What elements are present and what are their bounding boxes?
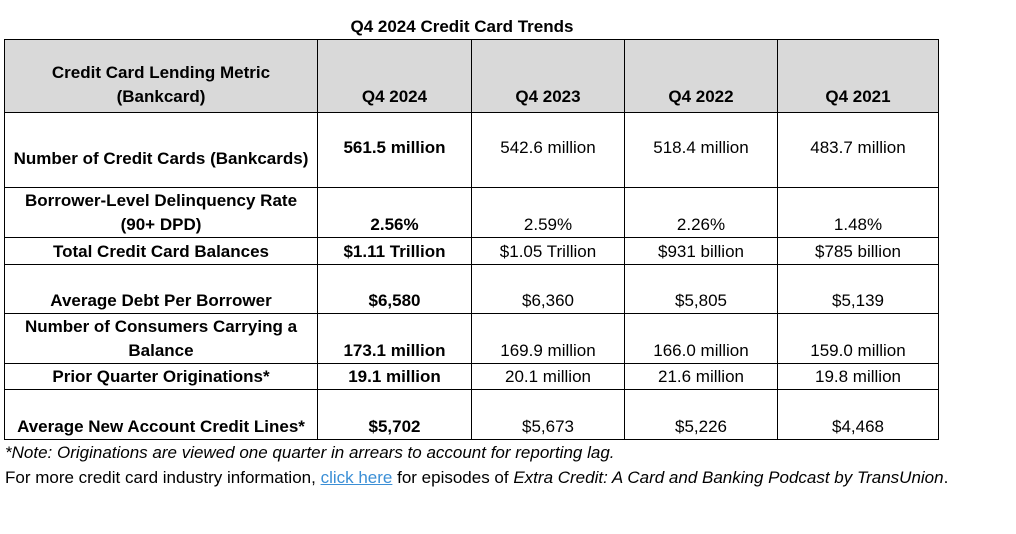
cell-value: 19.1 million — [317, 363, 472, 390]
cell-value: 561.5 million — [317, 112, 472, 188]
cell-value: 483.7 million — [777, 112, 939, 188]
header-metric: Credit Card Lending Metric (Bankcard) — [4, 39, 318, 113]
row-label-total-balances: Total Credit Card Balances — [4, 237, 318, 265]
more-info-middle: for episodes of — [392, 468, 514, 487]
table-header-row: Credit Card Lending Metric (Bankcard) Q4… — [4, 39, 939, 113]
cell-value: 159.0 million — [777, 313, 939, 364]
header-q4-2021: Q4 2021 — [777, 39, 939, 113]
row-label-prior-quarter-originations: Prior Quarter Originations* — [4, 363, 318, 390]
cell-value: 518.4 million — [624, 112, 778, 188]
table-title: Q4 2024 Credit Card Trends — [350, 17, 574, 36]
cell-value: 2.26% — [624, 187, 778, 238]
cell-value: 169.9 million — [471, 313, 625, 364]
cell-value: $5,139 — [777, 264, 939, 314]
row-label-average-debt: Average Debt Per Borrower — [4, 264, 318, 314]
cell-value: $6,580 — [317, 264, 472, 314]
table-row: Number of Consumers Carrying a Balance 1… — [4, 313, 939, 364]
table-row: Average New Account Credit Lines* $5,702… — [4, 389, 939, 440]
podcast-title: Extra Credit: A Card and Banking Podcast… — [513, 468, 944, 487]
cell-value: $1.11 Trillion — [317, 237, 472, 265]
cell-value: 19.8 million — [777, 363, 939, 390]
table-row: Total Credit Card Balances $1.11 Trillio… — [4, 237, 939, 265]
row-label-delinquency-rate: Borrower-Level Delinquency Rate (90+ DPD… — [4, 187, 318, 238]
click-here-link[interactable]: click here — [320, 468, 393, 487]
cell-value: $1.05 Trillion — [471, 237, 625, 265]
row-label-number-of-credit-cards: Number of Credit Cards (Bankcards) — [4, 112, 318, 188]
header-q4-2022: Q4 2022 — [624, 39, 778, 113]
table-row: Borrower-Level Delinquency Rate (90+ DPD… — [4, 187, 939, 238]
header-q4-2024: Q4 2024 — [317, 39, 472, 113]
more-info-prefix: For more credit card industry informatio… — [5, 468, 321, 487]
table-row: Number of Credit Cards (Bankcards) 561.5… — [4, 112, 939, 188]
credit-card-trends-table: Credit Card Lending Metric (Bankcard) Q4… — [4, 39, 939, 440]
cell-value: $5,805 — [624, 264, 778, 314]
cell-value: 20.1 million — [471, 363, 625, 390]
cell-value: $5,226 — [624, 389, 778, 440]
more-info-paragraph: For more credit card industry informatio… — [5, 466, 1010, 490]
row-label-average-new-credit-lines: Average New Account Credit Lines* — [4, 389, 318, 440]
cell-value: $5,673 — [471, 389, 625, 440]
more-info-suffix: . — [943, 468, 949, 487]
cell-value: 21.6 million — [624, 363, 778, 390]
cell-value: 2.56% — [317, 187, 472, 238]
row-label-consumers-carrying-balance: Number of Consumers Carrying a Balance — [4, 313, 318, 364]
table-row: Average Debt Per Borrower $6,580 $6,360 … — [4, 264, 939, 314]
cell-value: 1.48% — [777, 187, 939, 238]
cell-value: 166.0 million — [624, 313, 778, 364]
originations-footnote: *Note: Originations are viewed one quart… — [5, 443, 615, 462]
cell-value: 542.6 million — [471, 112, 625, 188]
table-row: Prior Quarter Originations* 19.1 million… — [4, 363, 939, 390]
cell-value: 173.1 million — [317, 313, 472, 364]
cell-value: $6,360 — [471, 264, 625, 314]
cell-value: $4,468 — [777, 389, 939, 440]
header-q4-2023: Q4 2023 — [471, 39, 625, 113]
cell-value: $5,702 — [317, 389, 472, 440]
cell-value: $931 billion — [624, 237, 778, 265]
cell-value: 2.59% — [471, 187, 625, 238]
cell-value: $785 billion — [777, 237, 939, 265]
